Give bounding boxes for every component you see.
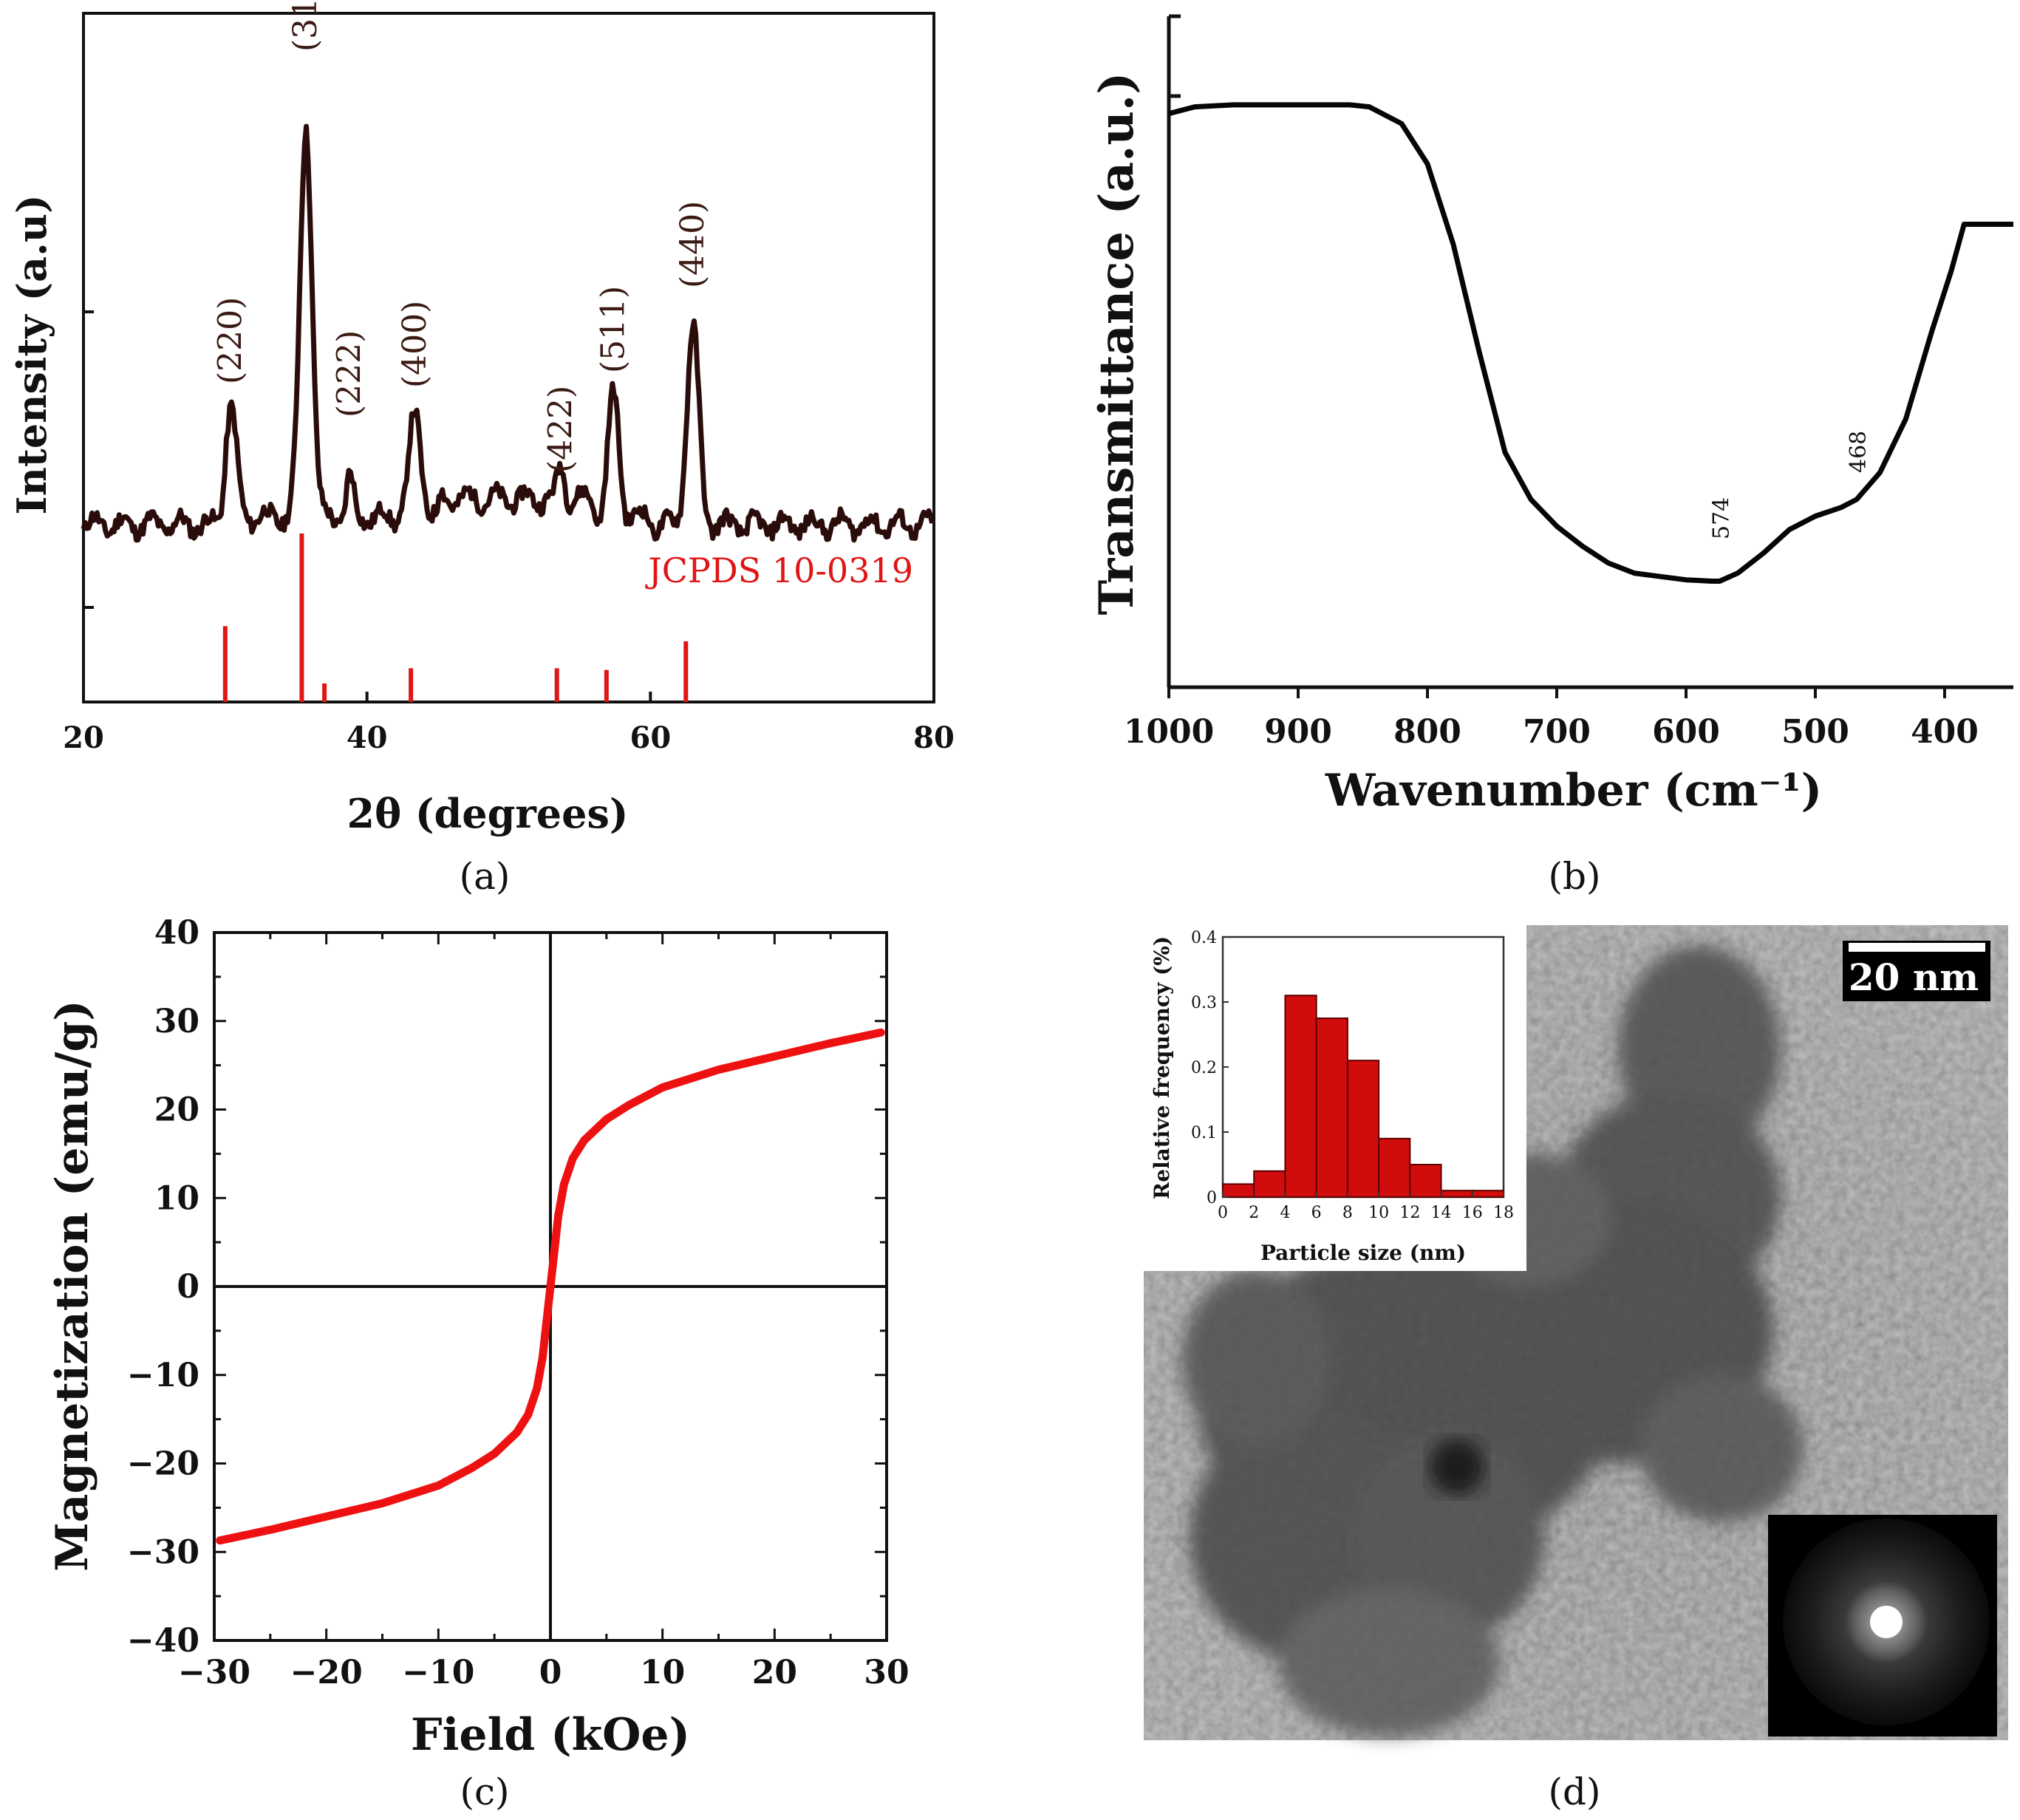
- y-tick-label-c: 10: [154, 1179, 199, 1217]
- peak-annotation-b: 574: [1709, 497, 1735, 539]
- x-axis-title-b: Wavenumber (cm⁻¹): [1325, 765, 1822, 817]
- x-tick-label-d: 18: [1493, 1204, 1514, 1222]
- x-tick-label-a: 20: [63, 720, 104, 755]
- y-tick-label-d: 0.3: [1191, 994, 1217, 1012]
- panel-a-xrd: 20 40 60 80 (220) (311) (222) (400) (422) (511) (…: [8, 0, 955, 898]
- x-tick-label-d: 6: [1311, 1204, 1322, 1222]
- scale-bar: 20 nm: [1843, 941, 1990, 1001]
- histogram-bar: [1471, 1190, 1505, 1198]
- panel-label-d: (d): [1548, 1770, 1600, 1813]
- x-tick-label-b: 500: [1781, 713, 1849, 751]
- panel-label-c: (c): [460, 1770, 509, 1813]
- x-tick-label-c: 20: [752, 1654, 797, 1691]
- scale-bar-label: 20 nm: [1849, 955, 1979, 999]
- x-tick-label-c: −10: [402, 1654, 474, 1691]
- y-tick-label-d: 0: [1207, 1189, 1217, 1207]
- y-axis-title-d: Relative frequency (%): [1150, 936, 1174, 1199]
- x-tick-label-b: 800: [1393, 713, 1461, 751]
- peak-label: (220): [212, 297, 250, 384]
- x-tick-label-d: 14: [1431, 1204, 1452, 1222]
- histogram-bar: [1253, 1170, 1286, 1199]
- y-axis-title-b: Transmittance (a.u.): [1089, 72, 1144, 616]
- x-axis-title-d: Particle size (nm): [1260, 1241, 1466, 1265]
- x-tick-label-a: 60: [629, 720, 671, 755]
- x-tick-label-a: 40: [347, 720, 388, 755]
- x-tick-label-c: 0: [539, 1654, 562, 1691]
- histogram-bar: [1346, 1060, 1380, 1198]
- peak-label: (511): [594, 286, 632, 373]
- y-tick-label-c: 0: [177, 1268, 199, 1306]
- histogram-bar: [1284, 995, 1317, 1198]
- y-tick-label-c: −20: [127, 1445, 199, 1483]
- y-axis-title-a: Intensity (a.u): [8, 194, 55, 514]
- y-tick-label-d: 0.4: [1191, 929, 1217, 947]
- x-tick-label-c: 10: [640, 1654, 685, 1691]
- panel-b-ftir: 1000 900 800 700 600 500 400 574 468 Wavenumber…: [1089, 14, 2013, 898]
- panel-label-a: (a): [460, 855, 511, 898]
- y-tick-label-c: −40: [127, 1622, 199, 1660]
- x-tick-label-b: 1000: [1124, 713, 1214, 751]
- histogram-bar: [1440, 1190, 1473, 1198]
- panel-d-tem: 20 nm 0 2 4 6 8 10 12 14 16 18 0 0.1 0.2 0.3 0.4 Part…: [1144, 925, 2008, 1813]
- jcpds-label: JCPDS 10-0319: [645, 551, 913, 590]
- ftir-spectrum-line: [1168, 102, 2013, 584]
- size-histogram-inset: 0 2 4 6 8 10 12 14 16 18 0 0.1 0.2 0.3 0.4 Particle s…: [1144, 925, 1526, 1271]
- xrd-pattern-line: [81, 123, 935, 543]
- x-tick-label-c: −20: [290, 1654, 363, 1691]
- peak-label: (400): [396, 301, 434, 388]
- y-tick-label-c: 20: [154, 1091, 199, 1129]
- x-tick-label-a: 80: [913, 720, 955, 755]
- x-axis-title-a: 2θ (degrees): [347, 790, 629, 837]
- plot-frame-a: [82, 12, 935, 703]
- x-tick-label-b: 900: [1264, 713, 1332, 751]
- histogram-bar: [1409, 1164, 1442, 1198]
- x-tick-label-b: 600: [1652, 713, 1720, 751]
- y-tick-label-d: 0.2: [1191, 1059, 1217, 1077]
- x-tick-label-d: 2: [1249, 1204, 1259, 1222]
- panel-label-b: (b): [1548, 855, 1600, 898]
- x-tick-label-d: 8: [1342, 1204, 1353, 1222]
- x-tick-label-d: 0: [1218, 1204, 1228, 1222]
- y-tick-label-d: 0.1: [1191, 1124, 1217, 1142]
- histogram-bar: [1222, 1183, 1255, 1199]
- y-axis-title-c: Magnetization (emu/g): [47, 1000, 98, 1571]
- x-tick-label-d: 10: [1368, 1204, 1389, 1222]
- peak-label: (440): [674, 201, 712, 288]
- y-tick-label-c: −30: [127, 1533, 199, 1571]
- saed-pattern: [1768, 1515, 1997, 1737]
- mh-curve: [216, 1028, 885, 1545]
- peak-label: (422): [542, 386, 579, 473]
- x-tick-label-b: 400: [1911, 713, 1979, 751]
- y-tick-label-c: −10: [127, 1357, 199, 1394]
- peak-label: (311): [287, 0, 324, 52]
- x-tick-label-d: 4: [1280, 1204, 1290, 1222]
- y-tick-label-c: 30: [154, 1003, 199, 1040]
- peak-label: (222): [331, 330, 369, 417]
- histogram-bar: [1378, 1137, 1411, 1199]
- x-tick-label-d: 16: [1462, 1204, 1483, 1222]
- x-axis-title-c: Field (kOe): [411, 1709, 690, 1761]
- x-tick-label-d: 12: [1399, 1204, 1420, 1222]
- y-tick-label-c: 40: [154, 914, 199, 952]
- x-tick-label-c: 30: [864, 1654, 909, 1691]
- x-tick-label-b: 700: [1523, 713, 1591, 751]
- histogram-bar: [1315, 1018, 1348, 1198]
- peak-annotation-b: 468: [1846, 431, 1871, 473]
- x-tick-label-c: −30: [178, 1654, 250, 1691]
